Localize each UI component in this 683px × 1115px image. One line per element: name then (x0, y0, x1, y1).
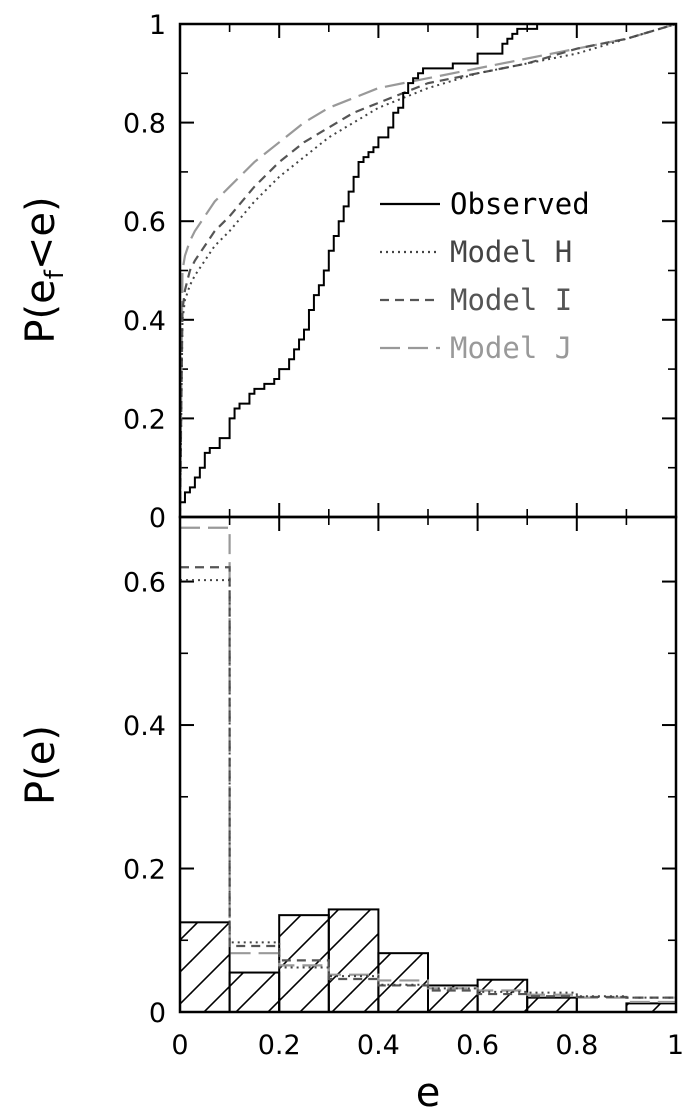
cdf-line-observed (180, 24, 676, 504)
observed-bar (476, 978, 529, 1012)
x-tick-label: 0.2 (258, 1030, 301, 1061)
top-ticks (179, 23, 677, 518)
legend-label-model-i: Model I (450, 283, 572, 317)
top-y-tick-label: 0.4 (123, 306, 166, 337)
cdf-line-model-i (180, 24, 676, 517)
top-y-tick-label: 1 (149, 10, 166, 41)
bottom-y-tick-labels: 0 0.2 0.4 0.6 (123, 568, 166, 1029)
x-tick-label: 0.8 (555, 1030, 598, 1061)
bottom-y-tick-label: 0 (149, 998, 166, 1029)
histogram-model-i (180, 566, 676, 999)
histogram-model-h (180, 579, 676, 999)
observed-bar (327, 908, 380, 1012)
observed-bar (228, 971, 281, 1012)
x-tick-label: 0.4 (357, 1030, 400, 1061)
top-plot-frame (178, 22, 678, 519)
bottom-y-axis-title: P(e) (18, 725, 64, 805)
top-y-tick-labels: 0 0.2 0.4 0.6 0.8 1 (123, 10, 166, 534)
bottom-ticks (179, 517, 677, 1013)
top-y-axis-title-sub: f (40, 269, 70, 279)
observed-bar (180, 921, 231, 1012)
bottom-y-tick-label: 0.2 (123, 855, 166, 886)
bottom-y-tick-label: 0.4 (123, 711, 166, 742)
observed-bar (278, 914, 330, 1012)
cdf-line-model-h (180, 24, 676, 517)
top-y-tick-label: 0 (149, 503, 166, 534)
top-panel: 0 0.2 0.4 0.6 0.8 1 P(ef<e) Observed Model H Mo… (18, 10, 678, 534)
observed-bar (526, 996, 578, 1012)
top-y-tick-label: 0.8 (123, 109, 166, 140)
legend-label-observed: Observed (450, 187, 590, 221)
bottom-y-tick-label: 0.6 (123, 568, 166, 599)
bottom-plot-frame (178, 515, 678, 1014)
x-axis-title: e (416, 1070, 441, 1115)
x-tick-label: 1 (667, 1030, 683, 1061)
x-tick-label: 0.6 (456, 1030, 499, 1061)
bottom-panel: 0 0.2 0.4 0.6 0 0.2 0.4 0.6 0.8 1 P(e) e (18, 515, 683, 1115)
observed-bar (377, 952, 429, 1012)
cdf-line-model-j (180, 24, 676, 517)
histogram-model-j (180, 526, 676, 1004)
x-tick-label: 0 (171, 1030, 188, 1061)
legend: Observed Model H Model I Model J (380, 187, 590, 365)
legend-label-model-h: Model H (450, 235, 572, 269)
top-y-tick-label: 0.6 (123, 207, 166, 238)
top-series (180, 24, 676, 517)
top-y-axis-title-main: P(e (18, 279, 64, 343)
top-y-tick-label: 0.2 (123, 404, 166, 435)
legend-label-model-j: Model J (450, 331, 572, 365)
top-y-axis-title: P(ef<e) (18, 196, 70, 343)
top-y-axis-title-rest: <e) (18, 196, 64, 270)
bottom-bars (180, 526, 676, 1012)
bottom-x-tick-labels: 0 0.2 0.4 0.6 0.8 1 (171, 1030, 683, 1061)
observed-bar (625, 1002, 676, 1012)
